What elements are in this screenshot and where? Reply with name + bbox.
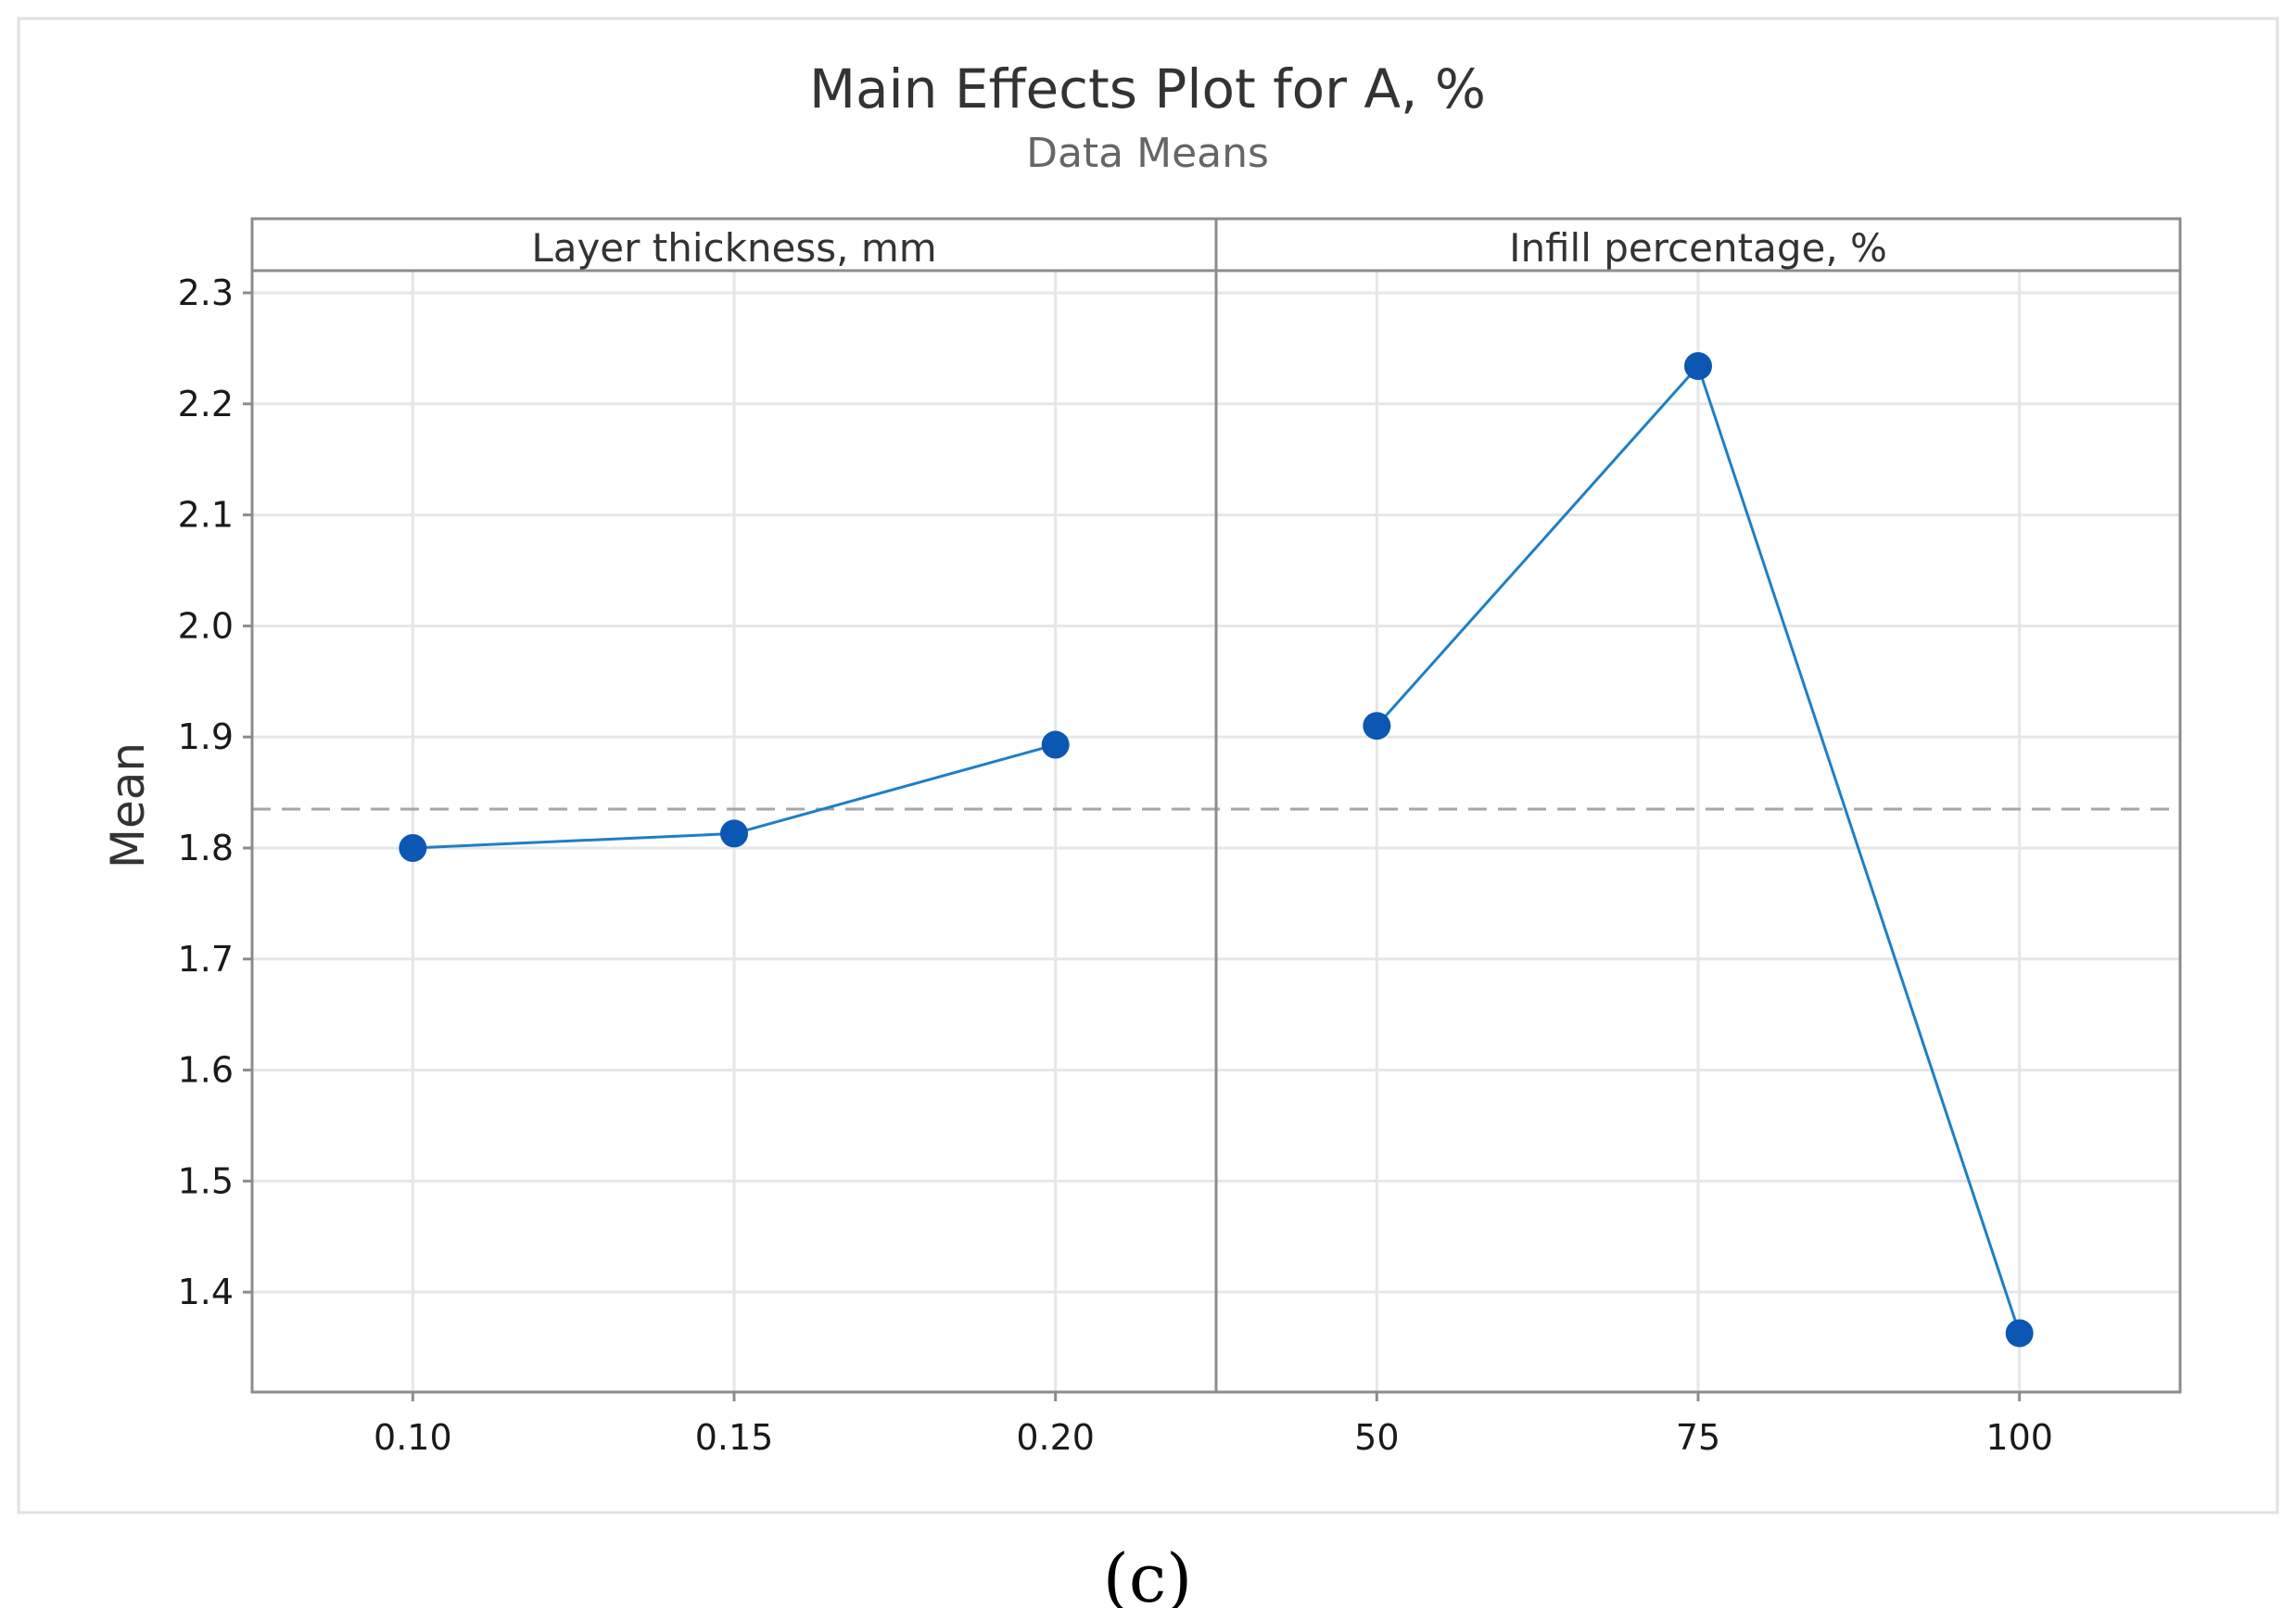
y-axis-ticks: 1.4 1.5 1.6 1.7 1.8 1.9 2.0 2.1 2.2 2.3 bbox=[178, 272, 252, 1312]
y-tick-label: 1.6 bbox=[178, 1050, 234, 1091]
x-tick-label: 0.20 bbox=[1016, 1417, 1095, 1458]
data-point bbox=[720, 819, 748, 848]
data-point bbox=[2005, 1319, 2034, 1348]
y-tick-label: 1.9 bbox=[178, 716, 234, 757]
chart-subtitle: Data Means bbox=[1026, 130, 1269, 177]
data-point bbox=[1041, 730, 1070, 759]
x-tick-label: 50 bbox=[1354, 1417, 1399, 1458]
panel-label-layer-thickness: Layer thickness, mm bbox=[531, 225, 936, 271]
y-tick-label: 2.3 bbox=[178, 272, 234, 313]
y-tick-label: 2.2 bbox=[178, 384, 234, 424]
series-layer bbox=[399, 352, 2034, 1348]
panel-frame bbox=[250, 217, 2182, 1394]
x-tick-label: 0.10 bbox=[374, 1417, 452, 1458]
figure-frame bbox=[17, 17, 2279, 1514]
y-tick-label: 2.0 bbox=[178, 605, 234, 646]
y-axis-label: Mean bbox=[101, 742, 155, 868]
chart-title: Main Effects Plot for A, % bbox=[809, 57, 1486, 120]
x-tick-label: 100 bbox=[1985, 1417, 2053, 1458]
x-tick-label: 0.15 bbox=[695, 1417, 774, 1458]
x-tick-label: 75 bbox=[1676, 1417, 1720, 1458]
figure-caption: (c) bbox=[1103, 1539, 1193, 1608]
y-tick-label: 1.7 bbox=[178, 939, 234, 980]
data-point bbox=[1684, 352, 1712, 381]
y-tick-label: 1.8 bbox=[178, 828, 234, 868]
data-point bbox=[399, 833, 427, 862]
y-tick-label: 1.4 bbox=[178, 1272, 234, 1312]
y-tick-label: 2.1 bbox=[178, 495, 234, 536]
y-tick-label: 1.5 bbox=[178, 1160, 234, 1201]
panel-label-infill-percentage: Infill percentage, % bbox=[1509, 225, 1887, 271]
x-axis-ticks: 0.10 0.15 0.20 50 75 100 bbox=[374, 1392, 2053, 1458]
data-point bbox=[1363, 712, 1391, 741]
